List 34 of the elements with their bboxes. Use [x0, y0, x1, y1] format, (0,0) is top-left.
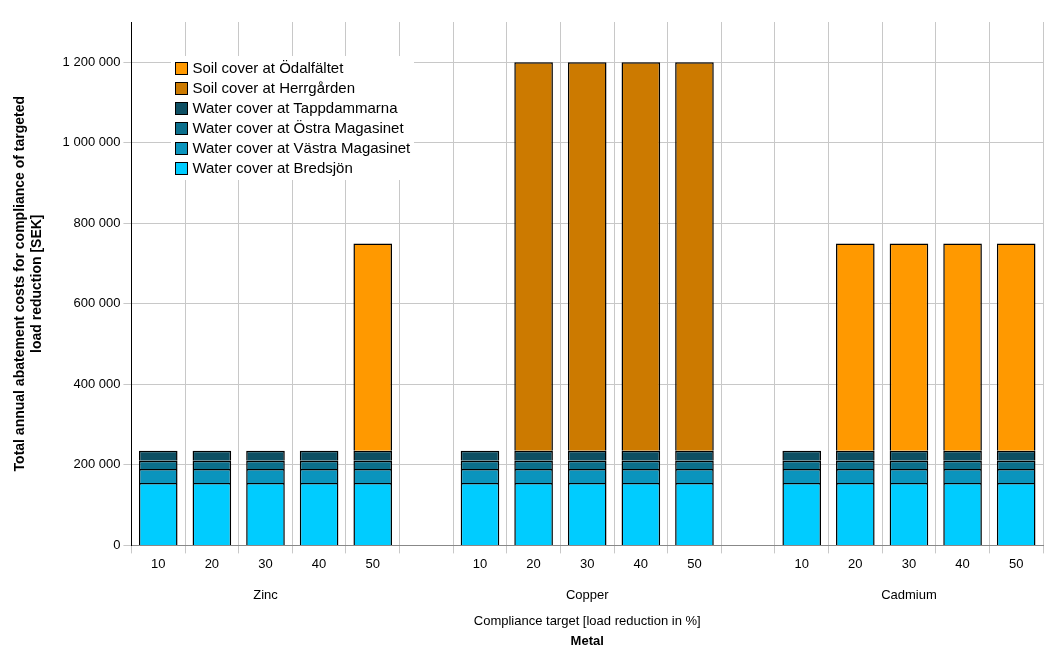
legend-label: Water cover at Tappdammarna: [192, 98, 398, 118]
x-tick-label: 30: [901, 555, 917, 571]
x-tick-label: 20: [204, 555, 220, 571]
y-tick-label: 0: [113, 536, 121, 552]
x-tick-label: 50: [365, 555, 380, 571]
x-tick-label: 40: [955, 555, 970, 571]
legend-label: Soil cover at Ödalfältet: [192, 58, 344, 78]
x-tick-label: 40: [633, 555, 649, 571]
y-tick-label: 400 000: [73, 375, 121, 391]
x-tick-label: 40: [311, 555, 327, 571]
text: Zinc: [253, 586, 279, 602]
legend-label: Water cover at Bredsjön: [192, 158, 353, 178]
y-tick-label: 600 000: [73, 295, 121, 311]
text: Compliance target [load reduction in %]: [473, 612, 701, 628]
legend-label: Water cover at Västra Magasinet: [192, 138, 411, 158]
x-tick-label: 10: [151, 555, 166, 571]
y-tick-label: 800 000: [73, 214, 121, 230]
legend-label: Soil cover at Herrgården: [192, 78, 355, 98]
y-axis-title: Total annual abatement costs for compliance of targeted load reduction [SEK]: [11, 95, 45, 472]
x-axis-title: Metal: [570, 632, 604, 648]
y-tick-label: 200 000: [73, 456, 121, 472]
x-tick-label: 30: [258, 555, 273, 571]
legend-label: Water cover at Östra Magasinet: [192, 118, 404, 138]
x-tick-label: 20: [848, 555, 863, 571]
x-tick-label: 50: [687, 555, 702, 571]
x-tick-label: 20: [526, 555, 541, 571]
x-tick-label: 50: [1008, 555, 1024, 571]
x-tick-label: 30: [579, 555, 595, 571]
x-tick-label: 10: [472, 555, 488, 571]
y-tick-label: 1 000 000: [62, 134, 121, 150]
y-tick-label: 1 200 000: [62, 53, 121, 69]
x-tick-label: 10: [794, 555, 809, 571]
text: Copper: [565, 586, 610, 602]
text: Cadmium: [881, 586, 937, 602]
